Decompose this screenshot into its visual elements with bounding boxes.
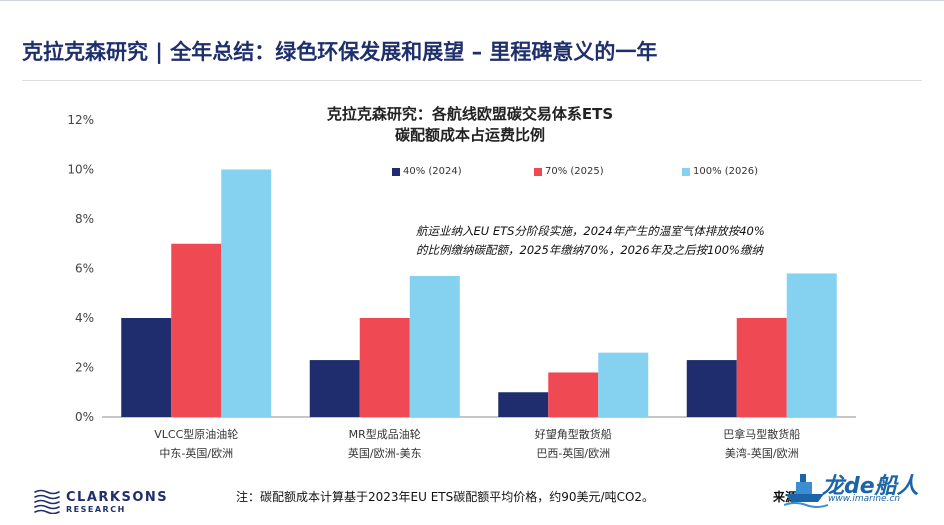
ship-icon	[784, 474, 828, 508]
legend-swatch-2024	[392, 167, 400, 176]
top-rule	[0, 0, 944, 1]
legend-item-2024: 40% (2024)	[392, 166, 462, 177]
x-tick-label: MR型成品油轮	[349, 427, 421, 441]
bar	[548, 372, 599, 417]
watermark: 龙de船人 www.imarine.cn	[784, 466, 944, 525]
annotation-line-2: 的比例缴纳碳配额，2025年缴纳70%，2026年及之后按100%缴纳	[416, 243, 763, 257]
bar	[786, 273, 837, 417]
legend-swatch-2025	[534, 167, 542, 176]
y-tick-label: 10%	[67, 163, 94, 177]
y-tick-label: 0%	[75, 410, 94, 424]
chart-annotation: 航运业纳入EU ETS分阶段实施，2024年产生的温室气体排放按40% 的比例缴…	[416, 222, 826, 260]
x-tick-label: VLCC型原油油轮	[154, 427, 238, 441]
y-tick-label: 2%	[75, 361, 94, 375]
x-tick-route-label: 巴西-英国/欧洲	[536, 446, 610, 460]
bar	[736, 318, 787, 417]
chart-legend: 40% (2024) 70% (2025) 100% (2026)	[392, 166, 792, 180]
legend-label-2024: 40% (2024)	[403, 166, 462, 177]
bar	[309, 360, 360, 417]
legend-item-2025: 70% (2025)	[534, 166, 604, 177]
annotation-line-1: 航运业纳入EU ETS分阶段实施，2024年产生的温室气体排放按40%	[416, 224, 765, 238]
x-tick-label: 好望角型散货船	[535, 427, 612, 441]
bar	[221, 169, 272, 417]
page-title: 克拉克森研究 | 全年总结：绿色环保发展和展望 – 里程碑意义的一年	[22, 40, 658, 64]
bar	[686, 360, 737, 417]
clarksons-logo: CLARKSONS RESEARCH	[32, 486, 192, 516]
bar	[359, 318, 410, 417]
x-tick-route-label: 中东-英国/欧洲	[159, 446, 233, 460]
chart-title-line-1: 克拉克森研究：各航线欧盟碳交易体系ETS	[326, 105, 614, 123]
clarksons-logo-mark-icon	[34, 489, 60, 514]
x-tick-route-label: 美湾-英国/欧洲	[725, 446, 799, 460]
bar	[409, 275, 460, 417]
title-divider	[22, 80, 922, 81]
bar	[121, 318, 172, 417]
bar	[171, 243, 222, 417]
y-tick-label: 6%	[75, 262, 94, 276]
y-tick-label: 12%	[67, 113, 94, 127]
chart-title-line-2: 碳配额成本占运费比例	[394, 126, 545, 144]
legend-label-2025: 70% (2025)	[545, 166, 604, 177]
legend-item-2026: 100% (2026)	[682, 166, 758, 177]
x-tick-route-label: 英国/欧洲-美东	[348, 446, 422, 460]
watermark-text: 龙de船人	[822, 474, 919, 499]
logo-text-clarksons: CLARKSONS	[66, 490, 169, 505]
y-tick-label: 4%	[75, 311, 94, 325]
footnote: 注：碳配额成本计算基于2023年EU ETS碳配额平均价格，约90美元/吨CO2…	[236, 490, 655, 504]
watermark-url: www.imarine.cn	[828, 494, 901, 504]
y-tick-label: 8%	[75, 212, 94, 226]
chart-title: 克拉克森研究：各航线欧盟碳交易体系ETS 碳配额成本占运费比例	[250, 104, 690, 146]
x-tick-label: 巴拿马型散货船	[723, 427, 800, 441]
bar	[498, 392, 549, 417]
legend-swatch-2026	[682, 167, 690, 176]
bar	[598, 352, 649, 417]
legend-label-2026: 100% (2026)	[693, 166, 759, 177]
logo-text-research: RESEARCH	[66, 505, 126, 514]
